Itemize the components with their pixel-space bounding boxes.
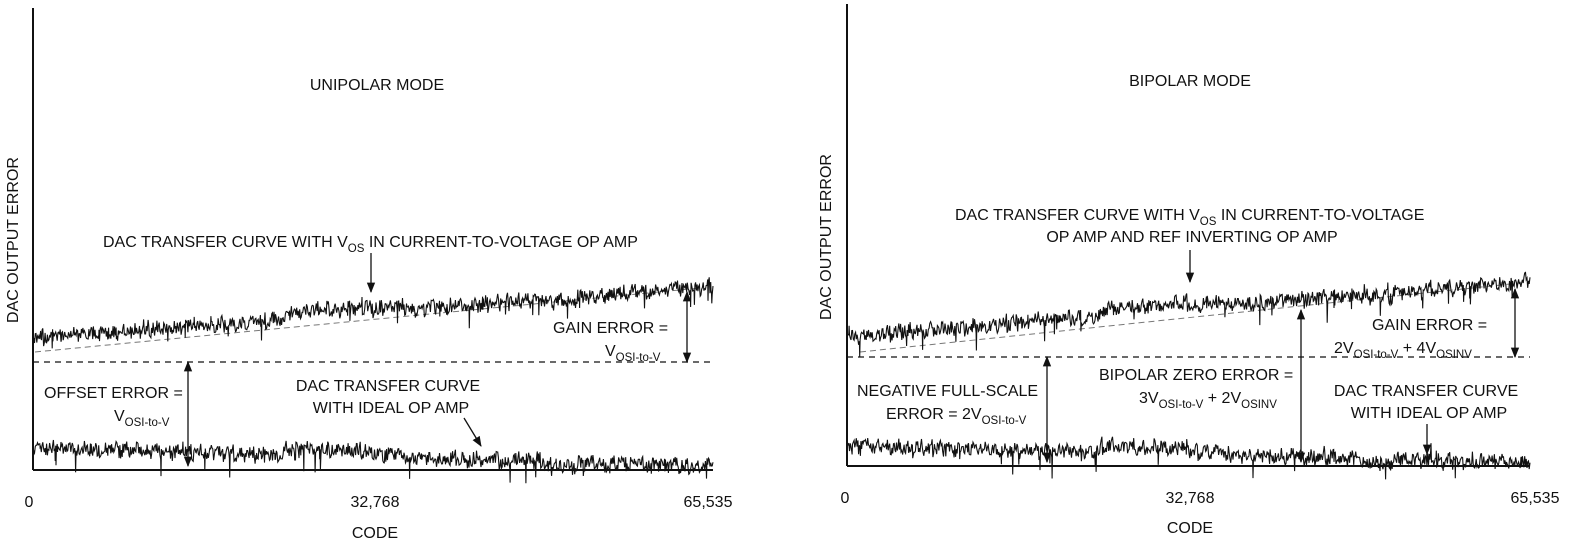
unipolar-ideal-label-1: DAC TRANSFER CURVE	[296, 378, 480, 395]
unipolar-x-tick-2: 65,535	[684, 494, 733, 511]
bipolar-x-tick-1: 32,768	[1166, 490, 1215, 507]
bipolar-zero-error-label-2: 3VOSI-to-V + 2VOSINV	[1139, 390, 1277, 411]
unipolar-gain-error-label-2: VOSI-to-V	[605, 343, 661, 364]
unipolar-curve-label: DAC TRANSFER CURVE WITH VOS IN CURRENT-T…	[103, 234, 638, 255]
bipolar-title: BIPOLAR MODE	[1129, 73, 1251, 90]
unipolar-offset-error-label-1: OFFSET ERROR =	[44, 385, 183, 402]
bipolar-ideal-label-1: DAC TRANSFER CURVE	[1334, 383, 1518, 400]
unipolar-panel: UNIPOLAR MODE DAC OUTPUT ERROR CODE 0 32…	[5, 8, 733, 542]
bipolar-ideal-transfer-curve	[847, 436, 1531, 480]
bipolar-x-tick-0: 0	[841, 490, 850, 507]
bipolar-gain-error-label-2: 2VOSI-to-V + 4VOSINV	[1334, 340, 1472, 361]
bipolar-vos-transfer-curve	[847, 271, 1531, 358]
unipolar-x-label: CODE	[352, 525, 398, 542]
unipolar-vos-transfer-curve	[32, 277, 714, 349]
unipolar-x-tick-0: 0	[25, 494, 34, 511]
bipolar-neg-fs-label-2: ERROR = 2VOSI-to-V	[886, 406, 1027, 427]
bipolar-zero-error-label-1: BIPOLAR ZERO ERROR =	[1099, 367, 1293, 384]
unipolar-offset-error-label-2: VOSI-to-V	[114, 408, 170, 429]
unipolar-x-tick-1: 32,768	[351, 494, 400, 511]
unipolar-title: UNIPOLAR MODE	[310, 77, 444, 94]
unipolar-ideal-curve-arrow	[463, 417, 482, 447]
bipolar-neg-fs-label-1: NEGATIVE FULL-SCALE	[857, 383, 1038, 400]
bipolar-y-label: DAC OUTPUT ERROR	[818, 154, 835, 320]
bipolar-x-tick-2: 65,535	[1511, 490, 1560, 507]
bipolar-x-label: CODE	[1167, 520, 1213, 537]
bipolar-ideal-label-2: WITH IDEAL OP AMP	[1351, 405, 1507, 422]
unipolar-ideal-transfer-curve	[32, 439, 714, 484]
bipolar-panel: BIPOLAR MODE DAC OUTPUT ERROR CODE 0 32,…	[818, 4, 1560, 537]
bipolar-gain-error-label-1: GAIN ERROR =	[1372, 317, 1487, 334]
bipolar-curve-label-2: OP AMP AND REF INVERTING OP AMP	[1046, 229, 1337, 246]
bipolar-curve-label-1: DAC TRANSFER CURVE WITH VOS IN CURRENT-T…	[955, 207, 1424, 228]
unipolar-y-label: DAC OUTPUT ERROR	[5, 157, 22, 323]
unipolar-gain-error-label-1: GAIN ERROR =	[553, 320, 668, 337]
unipolar-ideal-gain-line	[34, 287, 701, 353]
unipolar-ideal-label-2: WITH IDEAL OP AMP	[313, 400, 469, 417]
